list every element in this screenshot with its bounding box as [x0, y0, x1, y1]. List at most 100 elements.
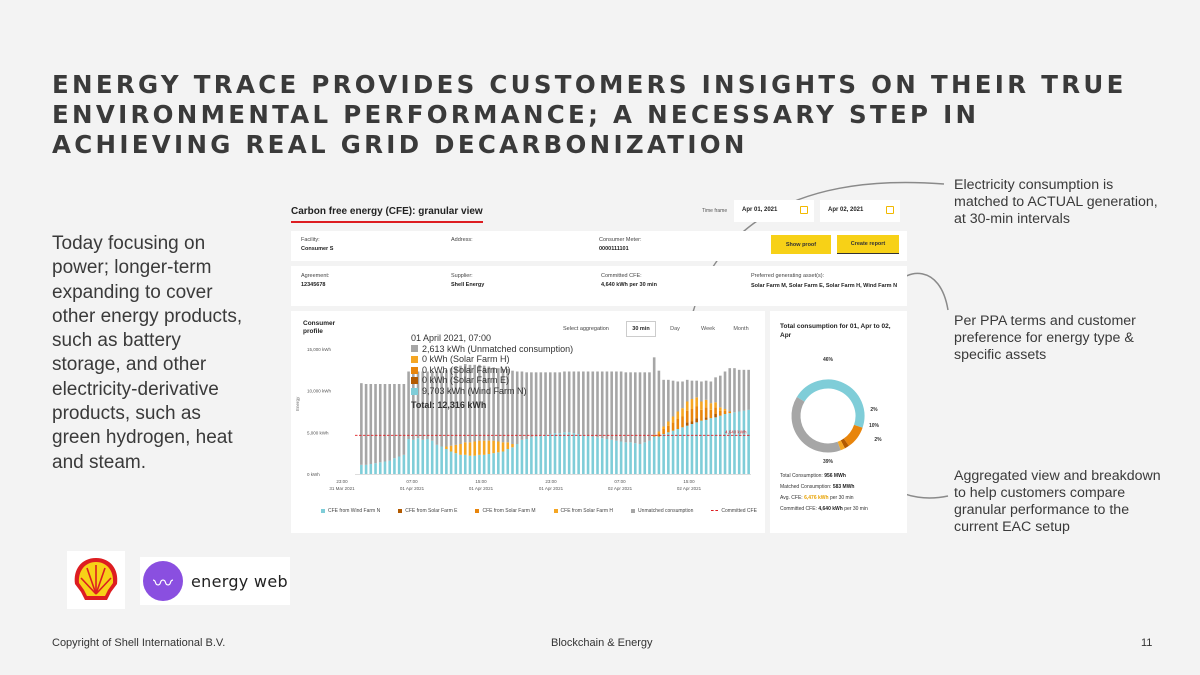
- legend-item[interactable]: CFE from Solar Farm M: [475, 508, 536, 514]
- x-tick-date: 01 Apr 2021: [469, 486, 494, 491]
- bar-segment: [652, 357, 656, 435]
- x-tick-date: 02 Apr 2021: [677, 486, 702, 491]
- consumer-profile-chart[interactable]: 0 kWh 5,000 kWh 10,000 kWh 15,000 kWh Energy…: [291, 311, 765, 533]
- bar-segment: [421, 371, 425, 440]
- tooltip-swatch: [411, 366, 418, 374]
- bar-segment: [553, 372, 557, 434]
- bar-segment: [714, 402, 717, 408]
- bar-segment: [577, 434, 580, 474]
- bar-segment: [506, 442, 510, 449]
- x-tick-time: 07:00: [406, 479, 418, 484]
- donut-value-label: 10%: [869, 423, 880, 429]
- bar-segment: [511, 447, 514, 474]
- bar-segment: [501, 442, 505, 452]
- bar-segment: [435, 444, 439, 474]
- legend-item[interactable]: Unmatched consumption: [631, 508, 693, 514]
- bar-segment: [747, 409, 750, 474]
- bar-segment: [416, 438, 420, 474]
- bar-segment: [652, 434, 656, 437]
- bar-segment: [704, 399, 708, 408]
- donut-value-label: 2%: [874, 437, 882, 443]
- bar-segment: [685, 379, 689, 402]
- legend-label: CFE from Solar Farm E: [405, 508, 458, 514]
- bar-segment: [690, 399, 694, 409]
- date-from-picker[interactable]: Apr 01, 2021: [734, 200, 814, 222]
- bar-segment: [704, 417, 708, 420]
- bar-segment: [629, 442, 632, 474]
- bar-segment: [445, 369, 448, 447]
- bar-segment: [506, 369, 510, 443]
- tooltip-row-text: 0 kWh (Solar Farm M): [422, 364, 511, 375]
- legend-item[interactable]: CFE from Wind Farm N: [321, 508, 380, 514]
- bar-segment: [719, 415, 722, 474]
- donut-value-label: 46%: [823, 357, 834, 363]
- legend-item[interactable]: CFE from Solar Farm E: [398, 508, 457, 514]
- bar-segment: [478, 454, 481, 474]
- bar-segment: [704, 407, 708, 418]
- consumption-donut-chart[interactable]: 46% 10% 2% 2% 39%: [770, 311, 907, 471]
- legend-swatch: [475, 508, 480, 513]
- bar-segment: [548, 434, 552, 474]
- donut-slice: [843, 424, 863, 446]
- facility-info-card: Facility: Consumer S Address: Consumer M…: [291, 231, 907, 261]
- bar-segment: [435, 371, 439, 445]
- bar-segment: [714, 417, 717, 474]
- legend-swatch: [631, 508, 636, 513]
- bar-segment: [667, 421, 670, 426]
- bar-segment: [695, 422, 698, 474]
- bar-segment: [449, 451, 453, 474]
- bar-segment: [633, 443, 637, 474]
- show-proof-button[interactable]: Show proof: [771, 235, 831, 254]
- legend-item[interactable]: Committed CFE: [711, 508, 757, 514]
- x-tick-date: 01 Apr 2021: [539, 486, 564, 491]
- tooltip-row-text: 2,613 kWh (Unmatched consumption): [422, 343, 574, 354]
- tooltip-swatch: [411, 345, 418, 353]
- bar-segment: [728, 413, 732, 474]
- bar-segment: [473, 455, 477, 474]
- bar-segment: [591, 371, 595, 437]
- time-frame-label: Time frame: [702, 208, 728, 214]
- bar-segment: [473, 364, 477, 442]
- bar-segment: [525, 372, 528, 439]
- note-ppa-terms: Per PPA terms and customer preference fo…: [954, 313, 1136, 363]
- aggregation-30min[interactable]: 30 min: [626, 321, 656, 337]
- bar-segment: [700, 401, 703, 410]
- bar-segment: [374, 384, 377, 464]
- bar-segment: [558, 433, 562, 474]
- slide-title: ENERGY TRACE PROVIDES CUSTOMERS INSIGHTS…: [52, 70, 1127, 159]
- assets-value: Solar Farm M, Solar Farm E, Solar Farm H…: [751, 283, 898, 289]
- aggregation-month[interactable]: Month: [733, 326, 749, 332]
- bar-segment: [600, 371, 604, 439]
- committed-value: 4,640 kWh: [818, 506, 843, 512]
- bar-segment: [501, 451, 505, 474]
- aggregation-week[interactable]: Week: [701, 326, 715, 332]
- calendar-icon: [800, 206, 808, 214]
- bar-segment: [719, 375, 722, 408]
- bar-segment: [412, 439, 415, 474]
- bar-segment: [582, 371, 585, 435]
- bar-segment: [515, 444, 519, 474]
- committed-label: Committed CFE:: [780, 506, 817, 512]
- bar-segment: [449, 368, 453, 446]
- y-tick-label: 10,000 kWh: [307, 389, 332, 394]
- bar-segment: [459, 365, 462, 444]
- legend-item[interactable]: CFE from Solar Farm H: [553, 508, 613, 514]
- consumer-profile-title: Consumer profile: [303, 320, 336, 335]
- bar-segment: [511, 370, 514, 444]
- bar-segment: [515, 371, 519, 444]
- date-to-picker[interactable]: Apr 02, 2021: [820, 200, 900, 222]
- committed-cfe-label: 4,640 kWh: [725, 429, 747, 434]
- bar-segment: [633, 372, 637, 444]
- note-consumption-matching: Electricity consumption is matched to AC…: [954, 177, 1158, 227]
- aggregation-day[interactable]: Day: [670, 326, 680, 332]
- bar-segment: [667, 425, 670, 433]
- bar-segment: [709, 418, 713, 474]
- bar-segment: [695, 380, 698, 398]
- bar-segment: [662, 426, 665, 429]
- bar-segment: [530, 372, 533, 438]
- bar-segment: [563, 432, 566, 474]
- bar-segment: [586, 435, 590, 474]
- bar-segment: [662, 434, 665, 474]
- facility-label: Facility:: [301, 237, 320, 243]
- create-report-button[interactable]: Create report: [837, 235, 899, 254]
